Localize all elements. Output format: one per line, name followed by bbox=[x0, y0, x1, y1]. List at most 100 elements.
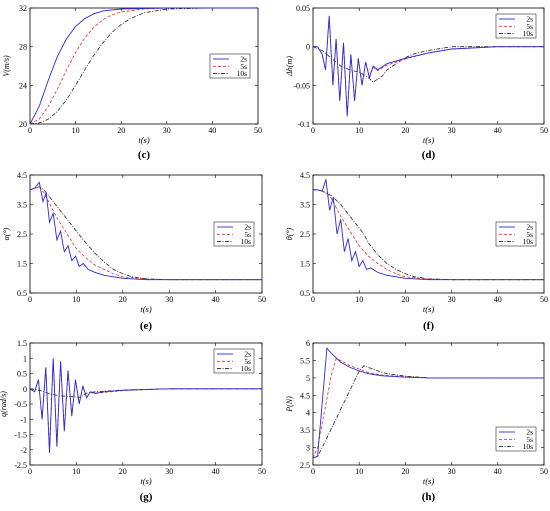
y-tick-label: -2 bbox=[20, 446, 27, 455]
x-tick-label: 20 bbox=[401, 467, 409, 476]
x-axis-label: t(s) bbox=[423, 476, 435, 486]
series-line-2s bbox=[30, 181, 262, 281]
x-tick-label: 40 bbox=[494, 126, 502, 135]
series-line-10s bbox=[30, 186, 262, 281]
x-tick-label: 30 bbox=[448, 467, 456, 476]
y-tick-label: 1 bbox=[23, 354, 27, 363]
x-tick-label: 40 bbox=[494, 295, 502, 304]
y-tick-label: -0.5 bbox=[14, 400, 27, 409]
y-tick-label: 28 bbox=[19, 43, 27, 52]
x-axis-label: t(s) bbox=[140, 304, 152, 314]
y-tick-label: 4.5 bbox=[300, 391, 310, 400]
panel-caption: (h) bbox=[422, 491, 436, 503]
y-tick-label: 3.5 bbox=[300, 201, 310, 210]
legend-label: 2s bbox=[526, 223, 533, 232]
x-tick-label: 10 bbox=[72, 295, 80, 304]
x-tick-label: 0 bbox=[28, 295, 32, 304]
x-tick-label: 10 bbox=[72, 126, 80, 135]
x-tick-label: 0 bbox=[311, 467, 315, 476]
x-tick-label: 30 bbox=[165, 467, 173, 476]
legend-label: 5s bbox=[244, 357, 251, 366]
chart-g: 0 10 20 30 40 50 1.5 1 0.5 0 -0.5 -1 -1.5 -2 -2.5 t(s) q… bbox=[0, 339, 266, 503]
series-line-5s bbox=[313, 358, 544, 459]
legend-label: 10s bbox=[237, 69, 248, 78]
series-line-10s bbox=[30, 8, 258, 124]
y-tick-label: 0.5 bbox=[17, 370, 27, 379]
x-tick-label: 0 bbox=[311, 295, 315, 304]
chart-e: 0 10 20 30 40 50 0.5 1.5 2.5 3.5 4.5 t(s) α(°) 2s5s10… bbox=[2, 171, 266, 332]
y-axis-label: Δh(m) bbox=[285, 56, 294, 77]
series-line-5s bbox=[313, 189, 544, 281]
legend-label: 2s bbox=[244, 350, 251, 359]
series-line-2s bbox=[30, 358, 262, 453]
y-axis-label: q(rad/s) bbox=[0, 391, 8, 417]
legend-label: 10s bbox=[523, 29, 534, 38]
series-group bbox=[30, 8, 258, 124]
y-axis-label: V(m/s) bbox=[2, 55, 11, 77]
y-tick-label: 5.5 bbox=[300, 356, 310, 365]
series-line-2s bbox=[313, 179, 544, 281]
x-tick-label: 10 bbox=[355, 467, 363, 476]
y-tick-label: -2.5 bbox=[14, 461, 27, 470]
x-tick-label: 40 bbox=[208, 126, 216, 135]
panel-caption: (e) bbox=[140, 320, 153, 332]
series-line-2s bbox=[313, 15, 544, 117]
legend-label: 2s bbox=[526, 15, 533, 24]
y-tick-label: 24 bbox=[19, 81, 27, 90]
y-tick-label: 1.5 bbox=[17, 339, 27, 348]
x-tick-label: 40 bbox=[494, 467, 502, 476]
x-tick-label: 30 bbox=[163, 126, 171, 135]
legend-label: 5s bbox=[240, 62, 247, 71]
x-tick-label: 0 bbox=[28, 126, 32, 135]
y-tick-label: 0 bbox=[306, 43, 310, 52]
y-tick-label: -0.05 bbox=[293, 81, 310, 90]
series-line-2s bbox=[30, 8, 258, 124]
panel-caption: (f) bbox=[423, 320, 434, 332]
y-tick-label: 2.5 bbox=[300, 461, 310, 470]
x-axis-label: t(s) bbox=[423, 304, 435, 314]
x-tick-label: 20 bbox=[119, 467, 127, 476]
y-tick-label: 4 bbox=[306, 409, 310, 418]
panel-caption: (d) bbox=[422, 149, 436, 161]
legend-label: 5s bbox=[244, 230, 251, 239]
chart-d: 0 10 20 30 40 50 0.05 0 -0.05 -0.1 t(s) Δh(m) 2s5s10… bbox=[285, 4, 548, 161]
y-tick-label: 0 bbox=[23, 385, 27, 394]
y-tick-label: -0.1 bbox=[297, 120, 310, 129]
x-axis-label: t(s) bbox=[423, 135, 435, 145]
legend-label: 10s bbox=[523, 237, 534, 246]
y-tick-label: 3.5 bbox=[300, 426, 310, 435]
y-tick-label: 2.5 bbox=[300, 230, 310, 239]
legend-label: 2s bbox=[240, 55, 247, 64]
y-axis-label: α(°) bbox=[2, 227, 11, 240]
x-tick-label: 50 bbox=[540, 126, 548, 135]
y-tick-label: 2.5 bbox=[17, 230, 27, 239]
y-axis-label: θ(°) bbox=[285, 227, 294, 240]
y-tick-label: -1 bbox=[20, 415, 27, 424]
legend-label: 10s bbox=[241, 237, 252, 246]
panel-caption: (g) bbox=[140, 491, 153, 503]
y-tick-label: 3 bbox=[306, 444, 310, 453]
legend-label: 5s bbox=[526, 230, 533, 239]
x-tick-label: 20 bbox=[119, 295, 127, 304]
x-tick-label: 40 bbox=[212, 467, 220, 476]
series-line-2s bbox=[313, 347, 544, 459]
series-line-10s bbox=[313, 189, 544, 281]
x-axis-label: t(s) bbox=[138, 135, 150, 145]
series-group bbox=[30, 358, 262, 453]
x-tick-label: 10 bbox=[355, 126, 363, 135]
x-tick-label: 50 bbox=[258, 467, 266, 476]
legend-label: 5s bbox=[526, 22, 533, 31]
legend-label: 10s bbox=[241, 364, 252, 373]
chart-h: 0 10 20 30 40 50 2.5 3 3.5 4 4.5 5 5.5 6 t(s) P(N) 2s5s1… bbox=[285, 339, 548, 503]
x-tick-label: 50 bbox=[540, 295, 548, 304]
y-tick-label: 20 bbox=[19, 120, 27, 129]
x-tick-label: 10 bbox=[355, 295, 363, 304]
x-tick-label: 30 bbox=[448, 126, 456, 135]
y-tick-label: -1.5 bbox=[14, 431, 27, 440]
y-axis-label: P(N) bbox=[285, 396, 294, 413]
